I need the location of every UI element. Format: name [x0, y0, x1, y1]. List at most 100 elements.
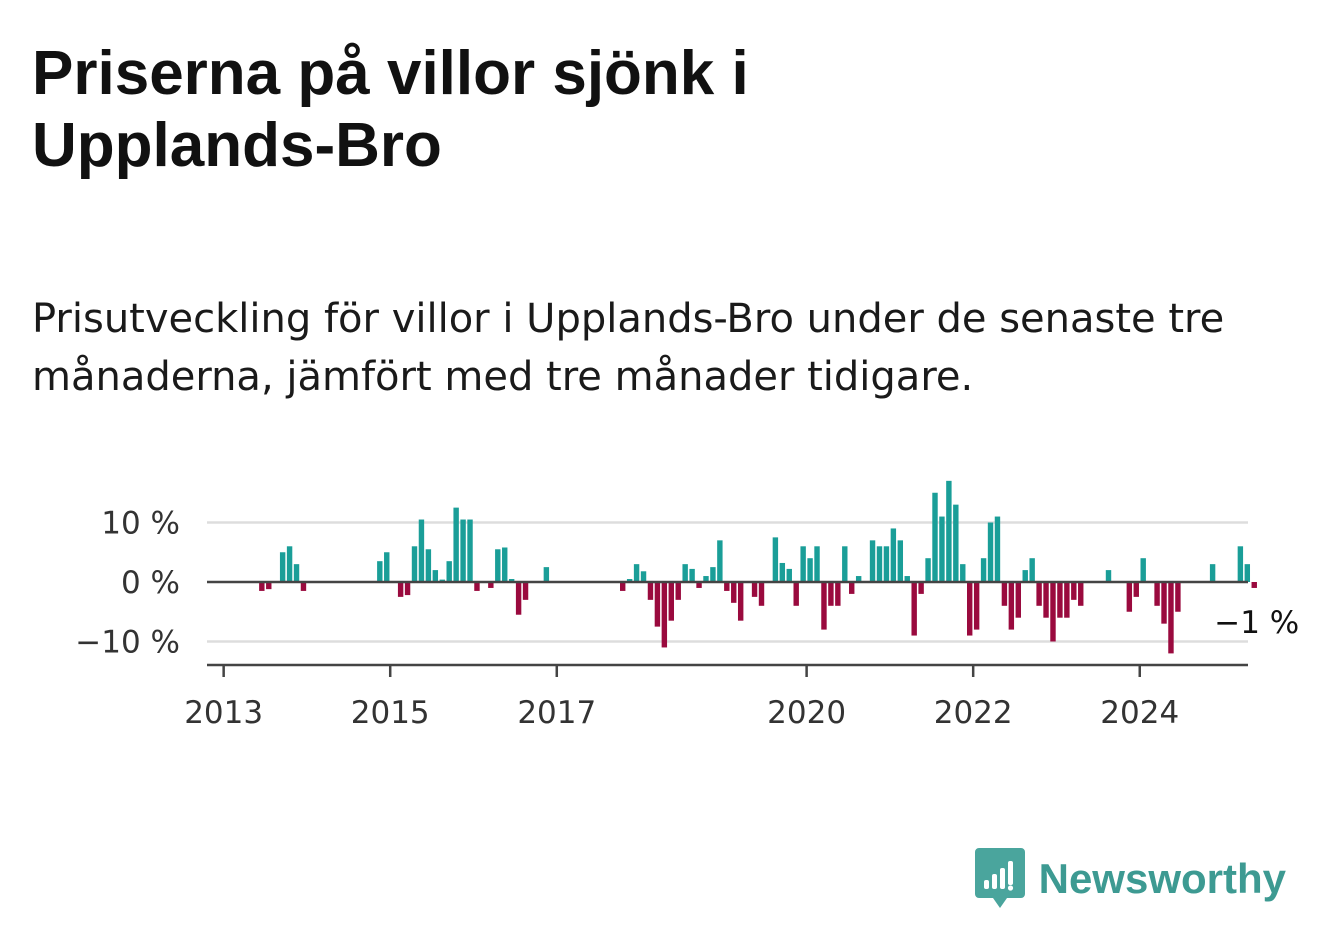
- data-bar: [453, 507, 459, 582]
- data-bar: [1237, 546, 1244, 582]
- data-bar: [710, 567, 716, 582]
- data-bar: [488, 582, 494, 588]
- data-bar: [987, 522, 994, 582]
- data-bar: [869, 540, 876, 582]
- data-bar: [1078, 582, 1084, 606]
- data-bar: [786, 568, 792, 582]
- data-bar: [925, 558, 931, 582]
- x-tick-label: 2022: [934, 695, 1013, 731]
- x-tick-label: 2013: [184, 695, 263, 731]
- data-bar: [467, 519, 473, 582]
- data-bar: [703, 576, 709, 582]
- axes: [207, 580, 1248, 677]
- data-bar: [724, 582, 730, 591]
- price-change-bar-chart: 10 % 0 % −10 %2013 2015 2017 2020 2022 2024 −1 %: [75, 480, 1299, 731]
- data-bar: [793, 582, 799, 606]
- data-bar: [259, 582, 265, 591]
- data-bar: [758, 582, 765, 606]
- data-bar: [654, 582, 661, 627]
- data-bar: [522, 582, 529, 600]
- data-bar: [939, 516, 945, 582]
- data-bar: [1015, 582, 1021, 618]
- data-bar: [821, 582, 827, 630]
- data-bar: [980, 558, 987, 582]
- data-bar: [800, 546, 806, 582]
- newsworthy-logo-icon: [974, 848, 1025, 908]
- data-bar: [772, 537, 779, 582]
- data-bar: [960, 564, 966, 582]
- data-bar: [1071, 582, 1077, 600]
- data-bar: [1008, 582, 1015, 630]
- data-bar: [626, 579, 633, 582]
- data-bar: [515, 582, 522, 615]
- data-bar: [890, 528, 897, 582]
- data-bar: [647, 582, 654, 600]
- data-bar: [286, 546, 293, 582]
- data-bar: [1001, 582, 1008, 606]
- data-bar: [1154, 582, 1160, 606]
- x-tick-label: 2024: [1100, 695, 1179, 731]
- data-bar: [682, 564, 688, 582]
- x-tick-label: 2020: [767, 695, 846, 731]
- data-bar: [425, 549, 432, 582]
- last-value-label: −1 %: [1214, 605, 1299, 641]
- data-bar: [640, 571, 647, 582]
- data-bar: [1244, 564, 1251, 582]
- data-bar: [384, 552, 390, 582]
- data-bar: [418, 519, 425, 582]
- data-bar: [689, 568, 695, 582]
- data-bar: [1022, 570, 1028, 582]
- data-bar: [1133, 582, 1139, 597]
- data-bar: [1036, 582, 1042, 606]
- data-bar: [293, 564, 300, 582]
- data-bar: [751, 582, 758, 597]
- data-bar: [1126, 582, 1133, 612]
- data-bar: [835, 582, 841, 606]
- data-bar: [1050, 582, 1056, 642]
- newsworthy-brand: Newsworthy: [974, 848, 1286, 910]
- y-tick-label: 10 %: [101, 506, 180, 542]
- data-bar: [1057, 582, 1063, 618]
- data-bar: [1175, 582, 1181, 612]
- y-tick-label: −10 %: [75, 625, 180, 661]
- data-bar: [994, 516, 1001, 582]
- data-bar: [300, 582, 307, 591]
- data-bar: [377, 561, 383, 582]
- data-bar: [675, 582, 681, 600]
- data-bar: [1140, 558, 1146, 582]
- data-bar: [876, 546, 883, 582]
- data-bar: [633, 564, 640, 582]
- data-bar: [814, 546, 820, 582]
- chart-subtitle: Prisutveckling för villor i Upplands-Bro…: [32, 296, 1225, 400]
- data-bar: [973, 582, 980, 630]
- brand-name: Newsworthy: [1038, 855, 1286, 902]
- data-bar: [404, 582, 411, 596]
- data-bar: [474, 582, 480, 591]
- data-bar: [953, 504, 959, 582]
- data-bar: [397, 582, 404, 597]
- data-bar: [661, 582, 668, 648]
- data-bar: [842, 546, 848, 582]
- data-bar: [502, 547, 508, 582]
- data-bar: [460, 519, 466, 582]
- data-bar: [495, 549, 501, 582]
- data-bar: [966, 582, 973, 636]
- data-bar: [855, 576, 862, 582]
- bars: [259, 480, 1257, 654]
- data-bar: [279, 552, 286, 582]
- data-bar: [807, 558, 813, 582]
- data-bar: [918, 582, 924, 594]
- data-bar: [828, 582, 834, 606]
- x-tick-label: 2017: [517, 695, 596, 731]
- data-bar: [668, 582, 674, 621]
- data-bar: [731, 582, 737, 603]
- data-bar: [849, 582, 855, 594]
- data-bar: [1064, 582, 1070, 618]
- data-bar: [883, 546, 890, 582]
- x-tick-label: 2015: [351, 695, 430, 731]
- data-bar: [619, 582, 626, 591]
- grid-lines: [207, 521, 1248, 643]
- data-bar: [911, 582, 917, 636]
- data-bar: [411, 546, 418, 582]
- y-tick-label: 0 %: [121, 565, 180, 601]
